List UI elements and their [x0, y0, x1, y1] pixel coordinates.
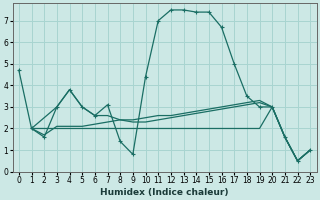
X-axis label: Humidex (Indice chaleur): Humidex (Indice chaleur) [100, 188, 229, 197]
